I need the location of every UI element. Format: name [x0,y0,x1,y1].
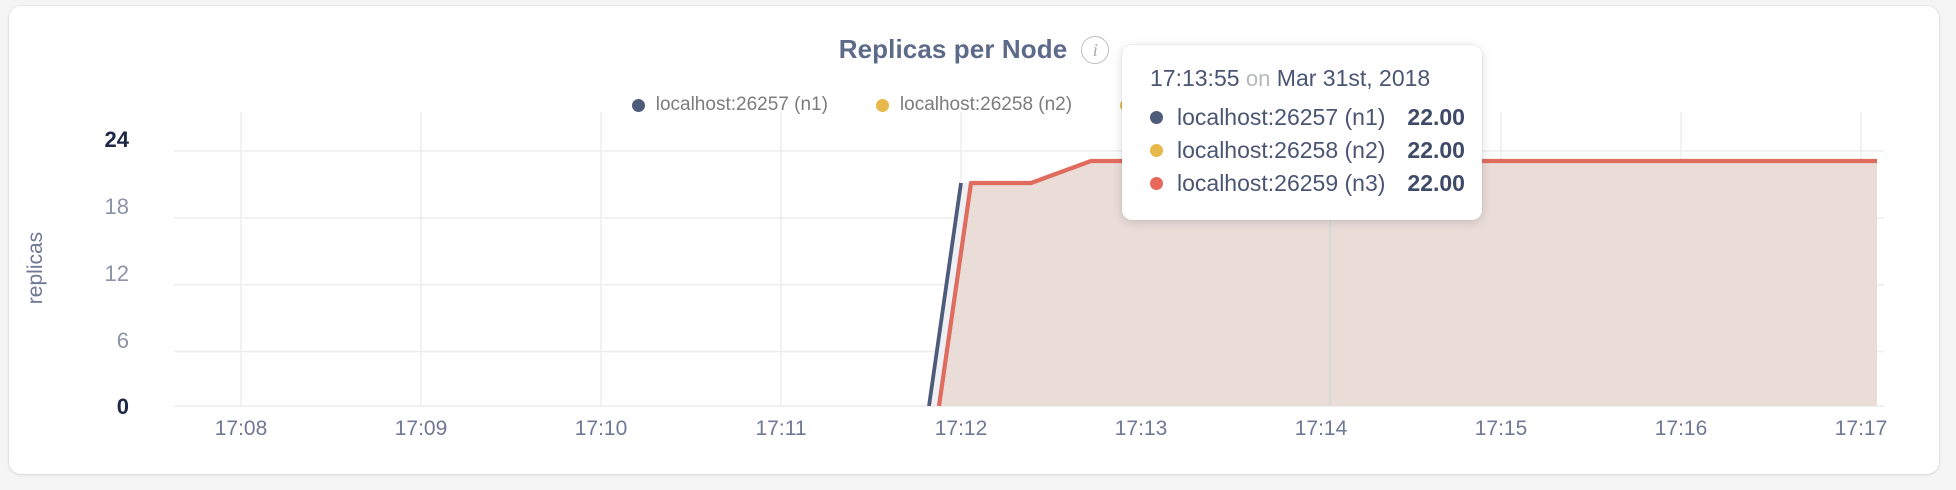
tooltip-series-value: 22.00 [1407,104,1465,130]
legend-item-label: localhost:26257 (n1) [655,94,828,115]
x-tick-label-1717: 17:17 [1834,417,1888,440]
y-tick-label-18: 18 [104,194,129,219]
series-dot-icon [875,98,889,112]
tooltip-series-label: localhost:26257 (n1) [1177,104,1386,130]
x-tick-label-1708: 17:08 [214,417,268,440]
series-dot-icon [631,98,645,112]
replicas-per-node-card: Replicas per Node i localhost:26257 (n1)… [9,6,1939,474]
x-tick-label-1714: 17:14 [1294,417,1348,440]
tooltip-row-n2: localhost:26258 (n2) 22.00 [1150,134,1465,167]
tooltip-series-label: localhost:26259 (n3) [1177,170,1386,196]
x-tick-label-1710: 17:10 [574,417,628,440]
chart-plot-area[interactable]: 24 18 12 6 0 replicas 17:08 17:09 17:10 … [9,6,1939,474]
tooltip-date: Mar 31st, 2018 [1276,65,1431,91]
tooltip-timestamp: 17:13:55 on Mar 31st, 2018 [1150,65,1456,92]
tooltip-series-value: 22.00 [1407,170,1465,196]
x-tick-label-1712: 17:12 [934,417,988,440]
chart-canvas [174,112,1884,407]
chart-header: Replicas per Node i [9,34,1939,65]
legend-item-n2[interactable]: localhost:26258 (n2) [875,94,1073,116]
chart-tooltip: 17:13:55 on Mar 31st, 2018 localhost:262… [1122,45,1482,220]
tooltip-row-n3: localhost:26259 (n3) 22.00 [1150,167,1465,200]
x-tick-label-1713: 17:13 [1114,417,1168,440]
y-tick-label-24: 24 [104,127,129,152]
y-axis-title: replicas [24,231,47,305]
y-tick-label-12: 12 [104,261,129,286]
x-tick-label-1715: 17:15 [1474,417,1528,440]
tooltip-time: 17:13:55 [1150,65,1240,91]
y-tick-label-6: 6 [116,328,129,353]
series-dot-icon [1150,177,1163,190]
info-icon[interactable]: i [1081,35,1110,64]
tooltip-row-n1: localhost:26257 (n1) 22.00 [1150,101,1465,134]
x-tick-label-1711: 17:11 [755,417,807,440]
x-tick-label-1716: 17:16 [1654,417,1708,440]
y-tick-label-0: 0 [116,394,129,419]
tooltip-series-value: 22.00 [1407,137,1465,163]
page-title: Replicas per Node [838,34,1068,64]
tooltip-on-word: on [1245,66,1271,91]
legend-item-n1[interactable]: localhost:26257 (n1) [631,94,828,116]
x-tick-label-1709: 17:09 [394,417,448,440]
legend-item-label: localhost:26258 (n2) [899,94,1073,115]
series-dot-icon [1150,111,1163,124]
series-dot-icon [1150,144,1163,157]
tooltip-series-label: localhost:26258 (n2) [1177,137,1386,163]
